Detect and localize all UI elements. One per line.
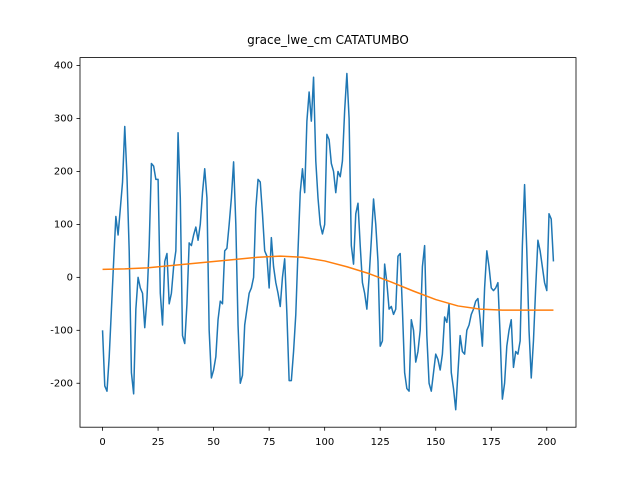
x-tick-label: 100 — [315, 437, 334, 448]
y-tick-label: -200 — [50, 378, 73, 389]
x-tick-label: 200 — [537, 437, 556, 448]
y-tick-label: 200 — [54, 166, 73, 177]
x-tick-label: 75 — [263, 437, 276, 448]
x-tick-label: 175 — [482, 437, 501, 448]
y-tick-label: 400 — [54, 61, 73, 72]
x-tick-label: 125 — [371, 437, 390, 448]
y-tick-label: 100 — [54, 219, 73, 230]
chart-title: grace_lwe_cm CATATUMBO — [247, 33, 409, 47]
x-tick-label: 25 — [152, 437, 165, 448]
y-tick-label: 0 — [67, 272, 73, 283]
plot-frame — [79, 57, 577, 428]
y-tick-label: -100 — [50, 325, 73, 336]
x-tick-label: 0 — [99, 437, 105, 448]
x-tick-label: 150 — [426, 437, 445, 448]
data-line — [101, 72, 555, 411]
y-tick-label: 300 — [54, 113, 73, 124]
x-tick-label: 50 — [207, 437, 220, 448]
data-line — [102, 255, 554, 311]
